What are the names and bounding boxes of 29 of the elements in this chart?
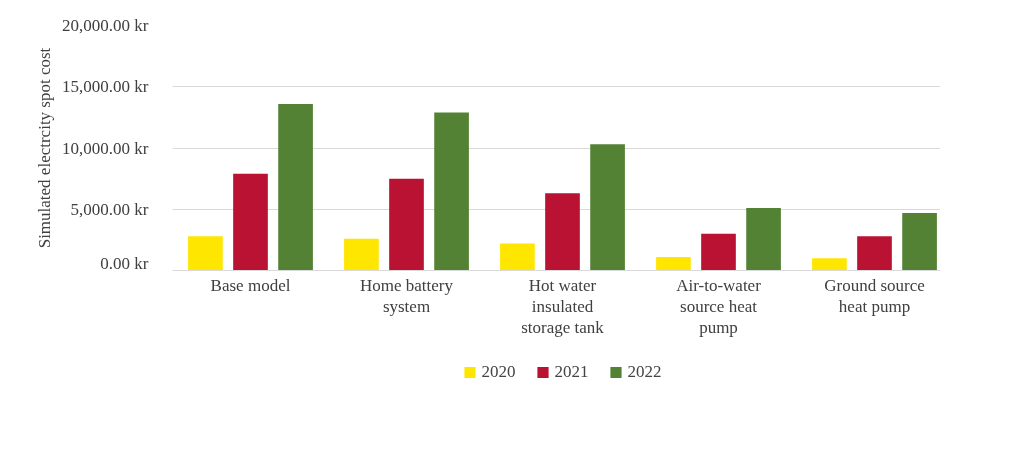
x-tick-label: Ground source heat pump (824, 276, 925, 316)
legend-label: 2022 (627, 362, 662, 382)
y-tick-label: 15,000.00 kr (62, 77, 149, 97)
legend-label: 2021 (554, 362, 589, 382)
bar (902, 212, 937, 271)
bar (812, 258, 847, 271)
bar (500, 243, 535, 271)
bar (656, 257, 691, 271)
x-tick-label: Base model (210, 276, 291, 296)
x-tick-label: Home battery system (360, 276, 454, 316)
x-tick-label: Air-to-water source heat pump (676, 276, 762, 337)
bar (545, 193, 580, 271)
bar (590, 144, 625, 271)
legend-label: 2020 (481, 362, 516, 382)
bar (344, 238, 379, 271)
bar (857, 236, 892, 271)
y-tick-label: 0.00 kr (100, 253, 149, 273)
y-tick-label: 10,000.00 kr (62, 138, 149, 158)
bar (233, 173, 268, 271)
y-axis-title: Simulated electrcity spot cost (35, 47, 55, 249)
bar (389, 178, 424, 271)
x-tick-label: Hot water insulated storage tank (521, 276, 605, 337)
bar (701, 233, 736, 271)
y-tick-label: 20,000.00 kr (62, 16, 149, 35)
bar (188, 236, 223, 271)
bar (434, 112, 469, 271)
bar (746, 208, 781, 271)
y-tick-label: 5,000.00 kr (70, 199, 149, 219)
bar (278, 103, 313, 271)
